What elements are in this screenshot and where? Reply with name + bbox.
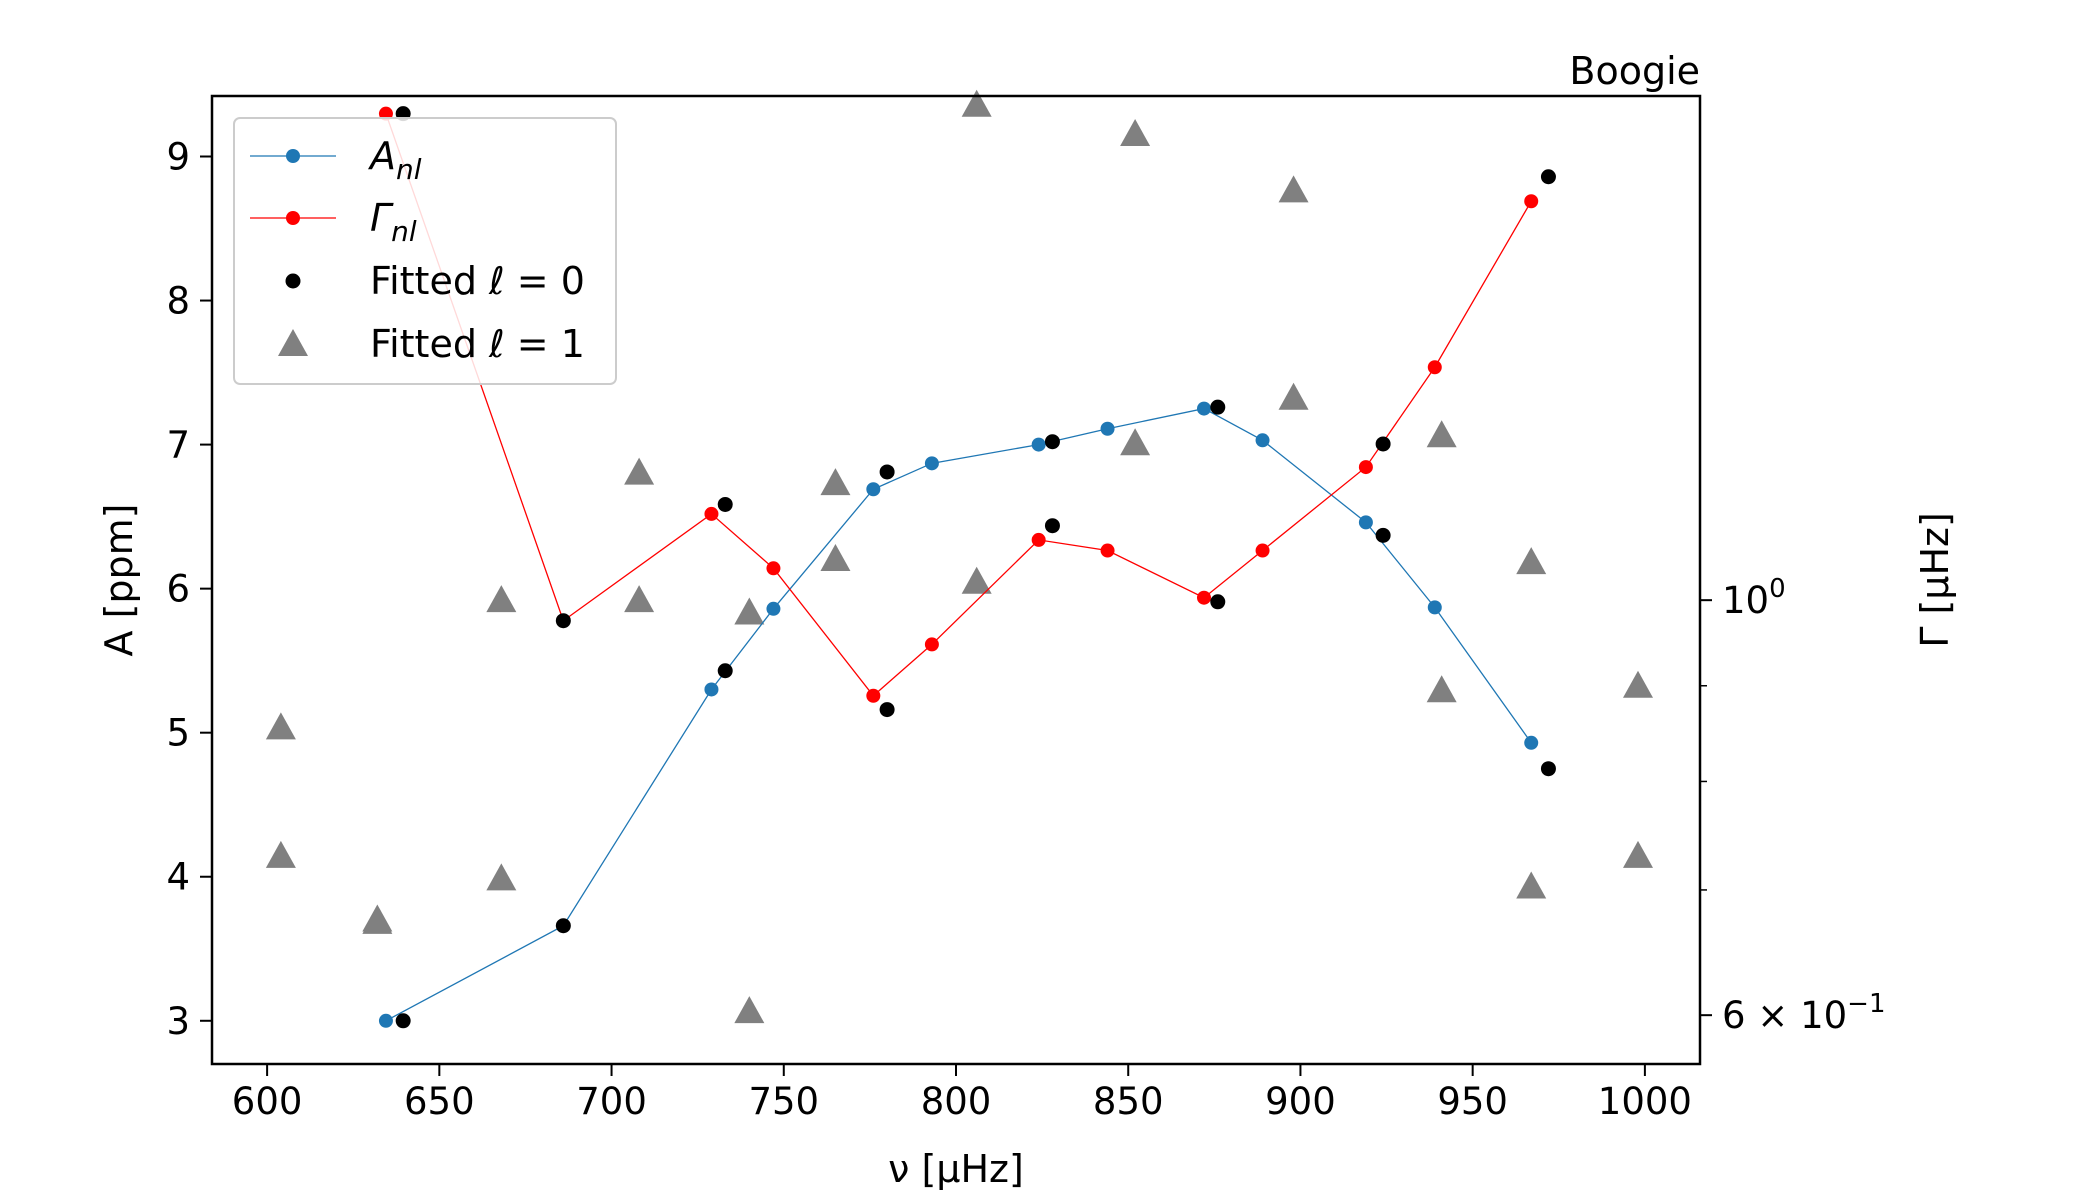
fitted-l0-linewidth-point: [717, 496, 733, 512]
y-left-tick-label: 4: [166, 856, 190, 899]
linewidth-point: [1100, 543, 1115, 558]
y-right-tick-label: 100: [1722, 574, 1786, 622]
fitted-l0-linewidth-point: [879, 702, 895, 718]
fitted-l1-marker: [1426, 675, 1457, 703]
linewidth-point: [1358, 460, 1373, 475]
x-tick-label: 950: [1437, 1080, 1508, 1123]
y-left-tick-label: 6: [166, 568, 190, 611]
amplitude-point: [866, 482, 881, 497]
y-left-axis-label: A [ppm]: [97, 504, 141, 657]
linewidth-point: [1031, 532, 1046, 547]
amplitude-point: [1197, 401, 1211, 416]
y-left-tick-label: 7: [166, 424, 190, 467]
fitted-l1-marker: [734, 996, 765, 1024]
linewidth-point: [866, 688, 881, 703]
linewidth-point: [1255, 543, 1270, 558]
fitted-l1-marker: [1120, 119, 1151, 147]
legend-entries: Anl Γnl Fitted ℓ = 0 Fitted ℓ = 1: [250, 134, 585, 366]
x-tick-label: 650: [404, 1080, 475, 1123]
legend-label-amplitude: Anl: [367, 134, 422, 186]
fitted-l1-marker: [1278, 175, 1309, 203]
legend-marker-fitted_l1: [278, 329, 308, 356]
y-right-axis-label: Γ [μHz]: [1913, 512, 1957, 648]
amplitude-point: [1031, 437, 1046, 452]
linewidth-point: [1427, 360, 1442, 375]
fitted-l1-marker: [1623, 670, 1653, 698]
amplitude-point: [1427, 600, 1442, 615]
x-tick-label: 600: [232, 1080, 303, 1123]
fitted-l1-marker: [265, 712, 296, 740]
fitted-l0-linewidth-point: [1540, 169, 1556, 185]
legend-label-linewidth: Γnl: [370, 196, 417, 248]
fitted-l0-linewidth-point: [1375, 436, 1391, 452]
y-right-tick-label: 6 × 10−1: [1722, 989, 1885, 1037]
y-left-tick-label: 9: [166, 136, 190, 179]
fitted-l1-marker: [961, 89, 992, 117]
x-tick-label: 1000: [1598, 1080, 1692, 1123]
chart-title: Boogie: [1569, 49, 1700, 93]
fitted-l0-linewidth-point: [555, 613, 571, 629]
fitted-l1-marker: [362, 904, 393, 932]
axis-ticks: 600 650 700 750 800 850 900 950 1000 3 4 5 6 7 8 9 100 6 …: [166, 136, 1885, 1124]
fitted-l1-marker: [961, 566, 992, 594]
amplitude-point: [1358, 515, 1373, 530]
fitted-l0-amplitude-point: [717, 663, 733, 679]
fitted-l0-amplitude-point: [555, 918, 571, 934]
fitted-l1-marker: [624, 585, 655, 613]
linewidth-point: [1524, 194, 1539, 209]
x-tick-label: 900: [1265, 1080, 1336, 1123]
fitted-l1-marker: [1516, 547, 1547, 575]
fitted-l0-amplitude-point: [1540, 761, 1556, 777]
x-tick-label: 800: [921, 1080, 992, 1123]
legend-label-fitted_l1: Fitted ℓ = 1: [370, 322, 585, 366]
fitted-l0-amplitude-point: [1044, 434, 1060, 450]
fitted-l1-marker: [486, 585, 517, 613]
linewidth-point: [924, 637, 939, 652]
amplitude-point: [924, 456, 939, 471]
legend-label-fitted_l0: Fitted ℓ = 0: [370, 259, 585, 303]
y-left-tick-label: 3: [166, 1000, 190, 1043]
fitted-l1-marker: [820, 543, 851, 571]
amplitude-point: [378, 1013, 393, 1028]
fitted-l0-linewidth-point: [1044, 518, 1060, 534]
y-left-tick-label: 8: [166, 280, 190, 323]
fitted-l1-marker: [486, 863, 517, 891]
fitted-l1-marker: [820, 468, 851, 496]
fitted-l1-marker: [1120, 428, 1151, 456]
x-axis-label: ν [μHz]: [888, 1147, 1024, 1191]
fitted-l0-amplitude-point: [395, 1013, 411, 1029]
fitted-l1-marker: [265, 840, 296, 868]
fitted-l1-marker: [1278, 382, 1309, 410]
amplitude-point: [1524, 735, 1539, 750]
y-left-tick-label: 5: [166, 712, 190, 755]
fitted-l1-marker: [1426, 420, 1457, 448]
fitted-l0-amplitude-point: [1375, 527, 1391, 543]
amplitude-point: [766, 601, 781, 616]
legend-marker-amplitude: [286, 149, 300, 163]
amplitude-point: [1100, 421, 1115, 436]
legend: Anl Γnl Fitted ℓ = 0 Fitted ℓ = 1: [233, 117, 617, 385]
legend-marker-linewidth: [286, 211, 300, 225]
plot-area: [265, 89, 1653, 1029]
amplitude-point: [704, 682, 719, 697]
legend-box: [233, 117, 617, 385]
x-tick-label: 850: [1093, 1080, 1164, 1123]
fitted-l1-marker: [1516, 871, 1547, 899]
fitted-l0-amplitude-point: [879, 464, 895, 480]
fitted-l0-linewidth-point: [1210, 594, 1226, 610]
linewidth-point: [766, 561, 781, 576]
fitted-l0-amplitude-point: [1210, 399, 1226, 415]
linewidth-point: [1197, 590, 1211, 605]
amplitude-point: [1255, 433, 1270, 448]
linewidth-point: [704, 506, 719, 521]
x-tick-label: 700: [576, 1080, 647, 1123]
fitted-l1-marker: [1623, 840, 1653, 868]
fitted-l1-marker: [734, 597, 765, 625]
x-tick-label: 750: [748, 1080, 819, 1123]
fitted-l1-marker: [624, 457, 655, 485]
legend-marker-fitted_l0: [285, 273, 301, 289]
